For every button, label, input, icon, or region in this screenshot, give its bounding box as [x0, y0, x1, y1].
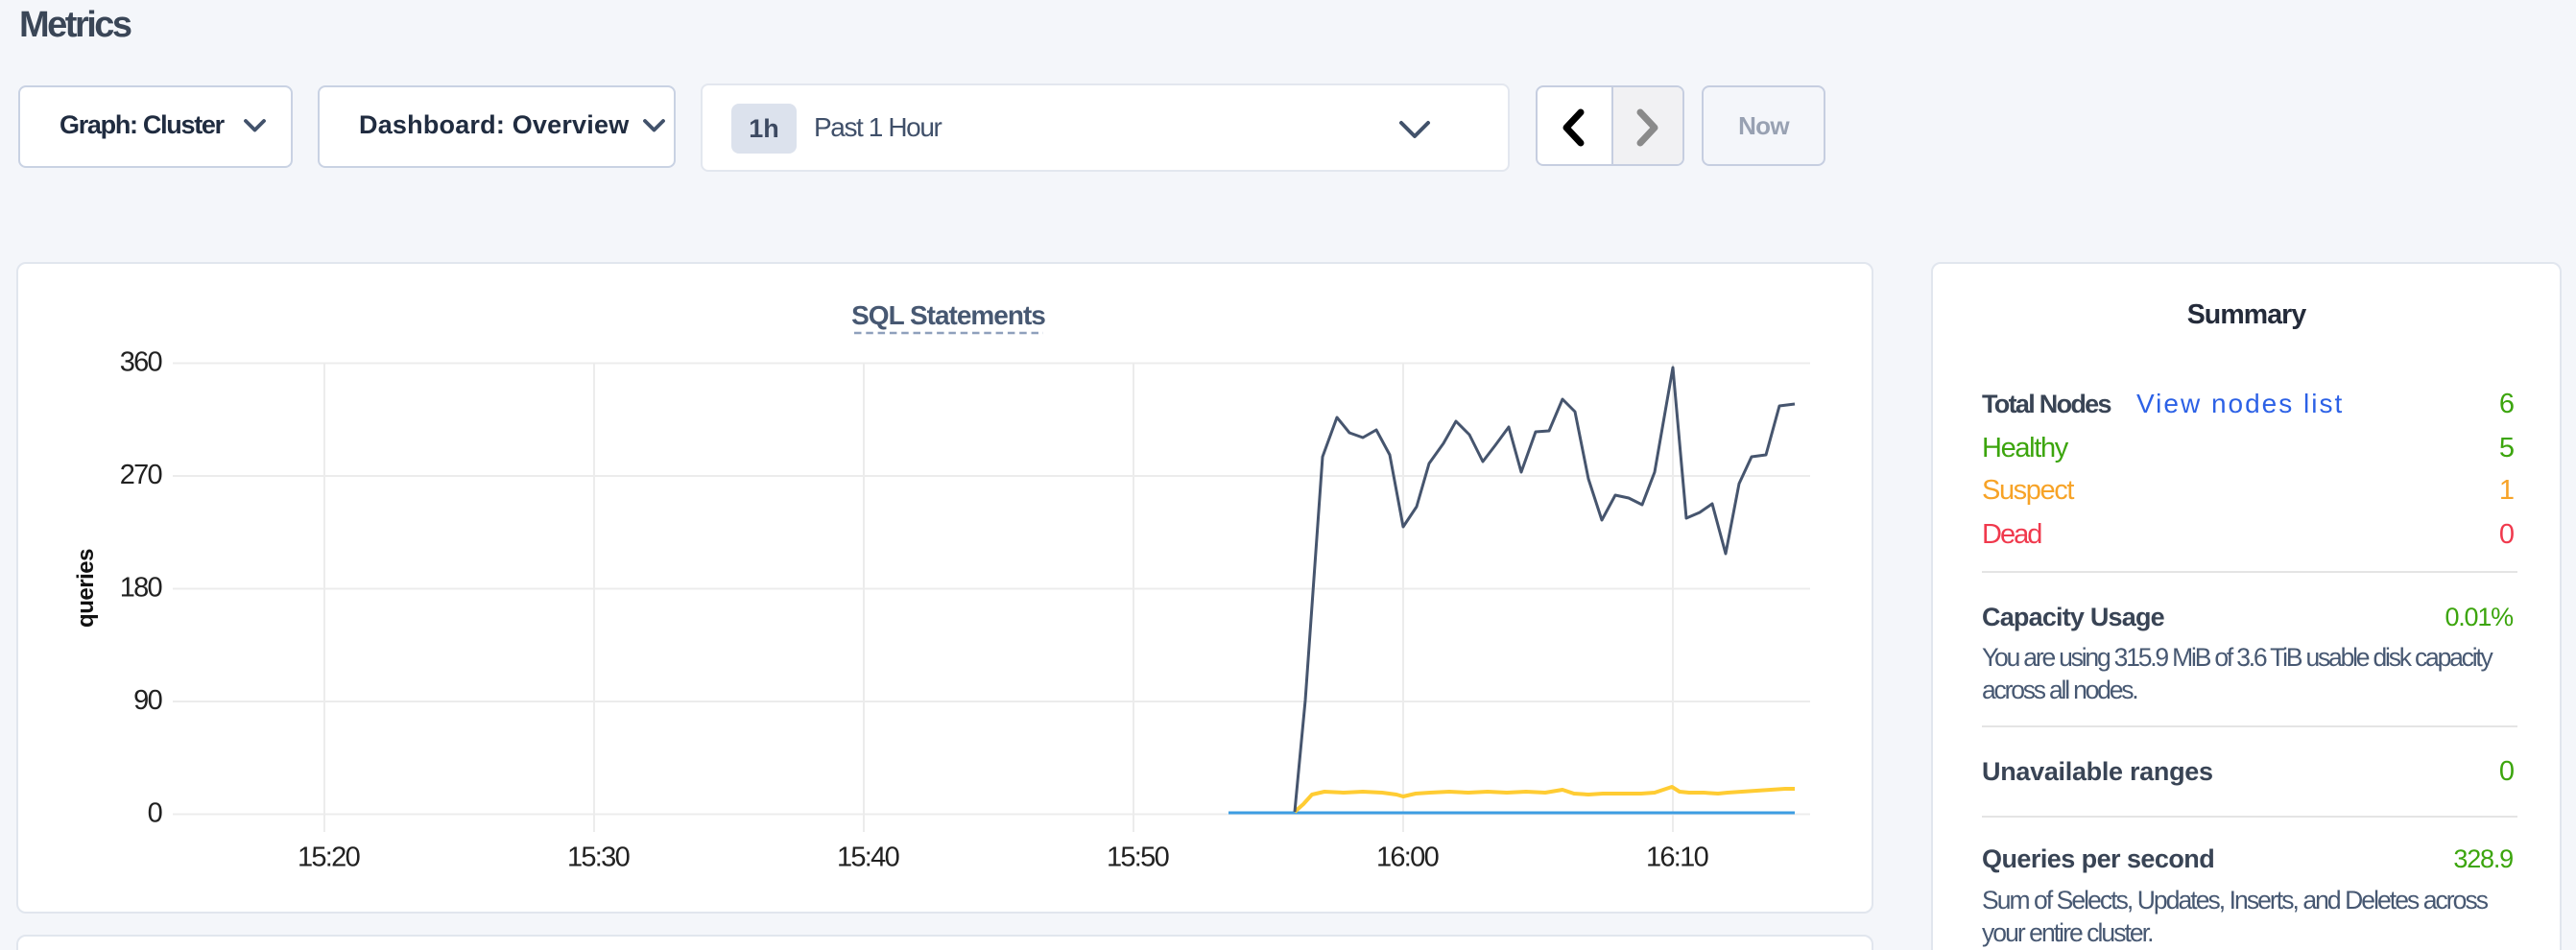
svg-text:16:10: 16:10: [1646, 843, 1708, 873]
svg-text:90: 90: [133, 685, 161, 716]
svg-text:180: 180: [120, 573, 162, 604]
svg-text:15:50: 15:50: [1107, 843, 1169, 873]
svg-text:270: 270: [120, 460, 162, 490]
svg-text:15:20: 15:20: [298, 843, 360, 873]
svg-text:15:30: 15:30: [567, 843, 630, 873]
svg-text:15:40: 15:40: [837, 843, 899, 873]
svg-text:0: 0: [148, 798, 162, 829]
svg-text:SQL Statements: SQL Statements: [851, 300, 1045, 330]
svg-text:16:00: 16:00: [1376, 843, 1439, 873]
svg-text:queries: queries: [73, 549, 99, 628]
svg-text:360: 360: [120, 347, 162, 378]
